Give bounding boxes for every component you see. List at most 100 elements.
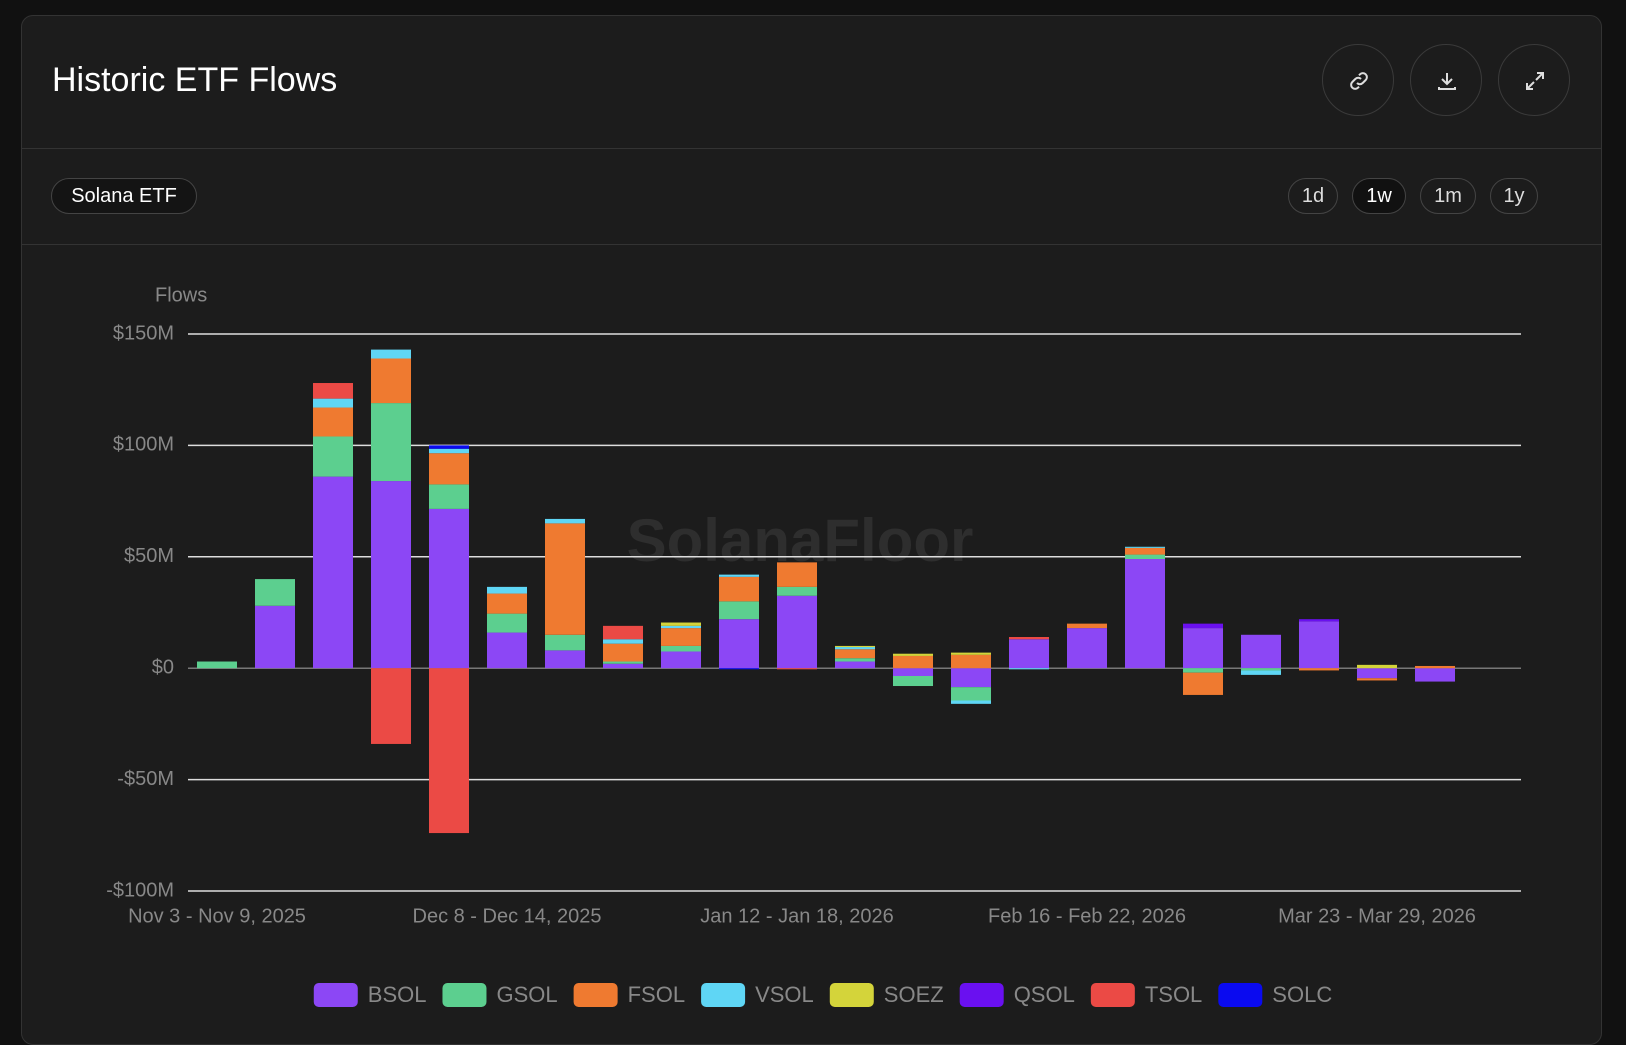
bar-segment (487, 586, 527, 594)
x-tick-label: Jan 12 - Jan 18, 2026 (700, 905, 893, 927)
card-title: Historic ETF Flows (52, 61, 338, 99)
bar-segment (1183, 672, 1223, 695)
bar-segment (1009, 639, 1049, 669)
bar-segment (313, 383, 353, 399)
legend-label: FSOL (628, 982, 685, 1007)
bar-segment (1125, 547, 1165, 555)
bar-segment (545, 523, 585, 635)
bar-segment (313, 436, 353, 477)
y-tick-label: $0 (152, 656, 174, 678)
bar-segment (313, 398, 353, 408)
bar-segment (429, 448, 469, 454)
legend-label: TSOL (1145, 982, 1202, 1007)
bar-segment (487, 613, 527, 633)
legend-swatch (1090, 983, 1135, 1007)
bar-segment (545, 634, 585, 651)
bar-segment (313, 407, 353, 437)
legend-label: QSOL (1014, 982, 1075, 1007)
bar-segment (661, 645, 701, 652)
bar-segment (1125, 559, 1165, 669)
divider (22, 244, 1601, 245)
bar-segment (429, 508, 469, 669)
bar-segment (545, 518, 585, 524)
bar-segment (777, 586, 817, 596)
bar-segment (545, 650, 585, 669)
x-tick-label: Nov 3 - Nov 9, 2025 (128, 905, 306, 927)
bar-segment (777, 595, 817, 669)
bar-segment (1415, 668, 1455, 682)
bar-segment (603, 643, 643, 662)
bar-segment (603, 663, 643, 669)
y-axis-label: Flows (155, 284, 207, 306)
bar-segment (835, 658, 875, 662)
legend-swatch (313, 983, 358, 1007)
bar-segment (313, 476, 353, 669)
legend-swatch (829, 983, 874, 1007)
bar-segment (1241, 634, 1281, 669)
bar-segment (1183, 628, 1223, 669)
bar-segment (487, 593, 527, 614)
legend-swatch (573, 983, 618, 1007)
bar-segment (951, 652, 991, 655)
link-icon (1350, 72, 1368, 90)
expand-button[interactable] (1498, 44, 1570, 116)
bar-segment (603, 661, 643, 664)
bar-segment (661, 625, 701, 629)
x-tick-label: Mar 23 - Mar 29, 2026 (1278, 905, 1476, 927)
legend-swatch (1218, 983, 1263, 1007)
bar-segment (1067, 628, 1107, 669)
bar-segment (429, 453, 469, 485)
bar-segment (197, 661, 237, 669)
bar-segment (951, 700, 991, 704)
bar-segment (835, 647, 875, 650)
legend-label: GSOL (496, 982, 557, 1007)
divider (22, 148, 1601, 149)
bar-segment (1241, 668, 1281, 671)
y-tick-label: $150M (113, 322, 174, 344)
bar-segment (371, 349, 411, 359)
legend-label: SOLC (1272, 982, 1332, 1007)
bar-segment (603, 625, 643, 640)
bar-segment (951, 668, 991, 688)
bar-segment (661, 651, 701, 669)
bar-segment (951, 654, 991, 669)
bar-segment (1067, 623, 1107, 629)
legend-label: SOEZ (884, 982, 944, 1007)
bar-segment (1299, 621, 1339, 669)
bar-segment (719, 601, 759, 620)
link-button[interactable] (1322, 44, 1394, 116)
bar-segment (1183, 623, 1223, 629)
legend-swatch (701, 983, 746, 1007)
bar-segment (893, 675, 933, 687)
range-button[interactable]: 1d (1288, 178, 1338, 214)
bar-segment (835, 645, 875, 648)
bar-segment (1357, 668, 1397, 679)
bar-segment (1357, 664, 1397, 669)
download-button[interactable] (1410, 44, 1482, 116)
range-button[interactable]: 1m (1420, 178, 1476, 214)
bar-segment (719, 619, 759, 669)
range-button[interactable]: 1y (1490, 178, 1538, 214)
bar-segment (1125, 546, 1165, 548)
bar-segment (429, 668, 469, 834)
bar-segment (1241, 670, 1281, 675)
y-tick-label: -$100M (106, 879, 174, 901)
bar-segment (835, 661, 875, 669)
x-tick-label: Feb 16 - Feb 22, 2026 (988, 905, 1186, 927)
y-tick-label: $50M (124, 545, 174, 567)
y-tick-label: $100M (113, 434, 174, 456)
bar-segment (371, 668, 411, 744)
bar-segment (371, 358, 411, 404)
range-button[interactable]: 1w (1352, 178, 1406, 214)
legend-swatch (959, 983, 1004, 1007)
bar-segment (835, 649, 875, 659)
bar-segment (371, 403, 411, 482)
bar-segment (777, 562, 817, 587)
download-icon (1438, 73, 1456, 90)
x-tick-label: Dec 8 - Dec 14, 2025 (413, 905, 602, 927)
bar-segment (719, 668, 759, 670)
filter-chip[interactable]: Solana ETF (51, 178, 197, 214)
bar-segment (255, 579, 295, 606)
